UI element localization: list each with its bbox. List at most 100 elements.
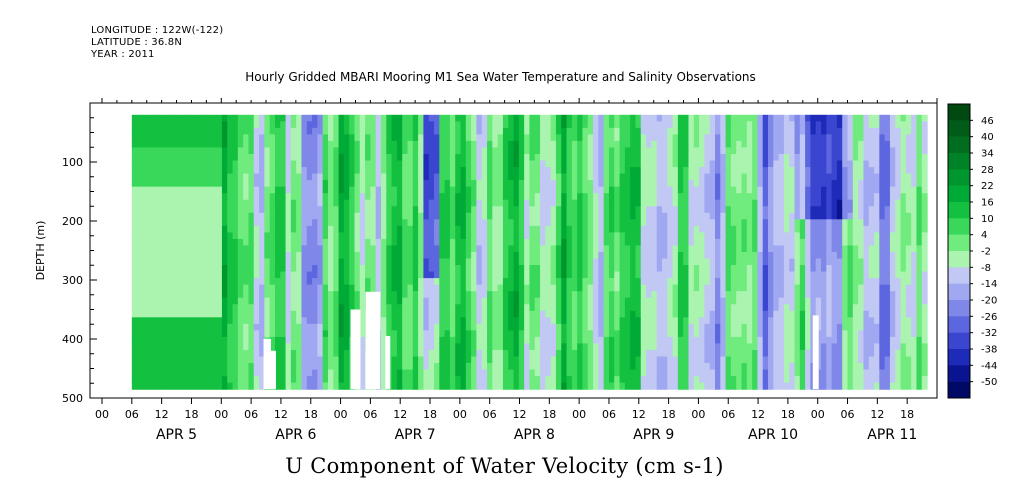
field-cell (752, 349, 759, 358)
field-cell (269, 206, 276, 214)
field-cell (349, 278, 356, 286)
field-cell (651, 356, 658, 364)
field-cell (603, 291, 610, 299)
field-cell (667, 153, 674, 162)
field-cell (449, 127, 456, 135)
field-cell (752, 369, 759, 377)
field-cell (248, 382, 255, 390)
field-cell (746, 265, 753, 273)
field-cell (312, 225, 318, 233)
field-cell (137, 153, 144, 162)
field-cell (418, 278, 425, 286)
field-cell (301, 245, 308, 253)
field-cell (237, 323, 244, 331)
field-cell (184, 343, 191, 351)
field-cell (529, 134, 536, 142)
field-cell (508, 134, 515, 142)
field-cell (296, 147, 303, 155)
field-cell (545, 173, 552, 181)
field-cell (683, 291, 690, 299)
field-cell (142, 127, 149, 135)
field-cell (746, 330, 753, 338)
field-cell (243, 225, 250, 233)
field-cell (147, 363, 154, 371)
field-cell (487, 206, 493, 214)
field-cell (587, 297, 594, 305)
field-cell (677, 297, 684, 305)
field-cell (736, 225, 743, 233)
field-cell (232, 219, 239, 227)
field-cell (720, 284, 727, 292)
field-cell (211, 382, 218, 390)
field-cell (518, 199, 525, 207)
field-cell (752, 356, 759, 364)
field-cell (396, 160, 403, 168)
field-cell (460, 258, 467, 266)
field-cell (608, 336, 615, 345)
field-cell (529, 193, 536, 201)
field-cell (492, 238, 499, 247)
field-cell (460, 297, 467, 305)
field-cell (142, 284, 149, 292)
field-cell (736, 349, 743, 358)
field-cell (174, 114, 181, 122)
field-cell (285, 356, 292, 364)
field-cell (412, 160, 419, 168)
field-cell (540, 127, 546, 135)
field-cell (460, 245, 467, 253)
field-cell (444, 219, 451, 227)
field-cell (322, 363, 329, 371)
field-cell (386, 297, 393, 305)
field-cell (720, 245, 727, 253)
field-cell (142, 336, 149, 345)
field-cell (449, 278, 456, 286)
field-cell (481, 245, 488, 253)
field-cell (736, 167, 743, 175)
field-cell (571, 271, 578, 279)
field-cell (513, 330, 520, 338)
field-cell (280, 199, 287, 207)
field-cell (582, 349, 589, 358)
field-cell (290, 121, 297, 129)
field-cell (481, 376, 488, 384)
field-cell (709, 173, 716, 181)
field-cell (174, 153, 181, 162)
field-cell (343, 317, 350, 325)
field-cell (343, 369, 350, 377)
field-cell (296, 284, 303, 292)
field-cell (746, 206, 753, 214)
field-cell (561, 258, 568, 266)
field-cell (396, 278, 403, 286)
field-cell (359, 304, 366, 312)
field-cell (423, 317, 430, 325)
field-cell (153, 245, 159, 253)
field-cell (158, 114, 165, 122)
field-cell (725, 258, 732, 266)
field-cell (667, 297, 674, 305)
field-cell (322, 310, 329, 318)
field-cell (540, 206, 546, 214)
field-cell (550, 278, 557, 286)
field-cell (168, 232, 175, 240)
field-cell (449, 225, 456, 233)
field-cell (312, 140, 318, 149)
field-cell (153, 167, 159, 175)
field-cell (131, 121, 138, 129)
field-cell (587, 278, 594, 286)
field-cell (396, 369, 403, 377)
field-cell (301, 349, 308, 358)
field-cell (237, 140, 244, 149)
field-cell (619, 160, 626, 168)
field-cell (545, 206, 552, 214)
field-cell (497, 343, 504, 351)
field-cell (455, 147, 462, 155)
field-cell (200, 186, 207, 194)
field-cell (147, 114, 154, 122)
field-cell (518, 284, 525, 292)
field-cell (571, 167, 578, 175)
field-cell (137, 336, 144, 345)
field-cell (359, 336, 366, 345)
field-cell (391, 121, 398, 129)
field-cell (487, 140, 493, 149)
field-cell (412, 167, 419, 175)
